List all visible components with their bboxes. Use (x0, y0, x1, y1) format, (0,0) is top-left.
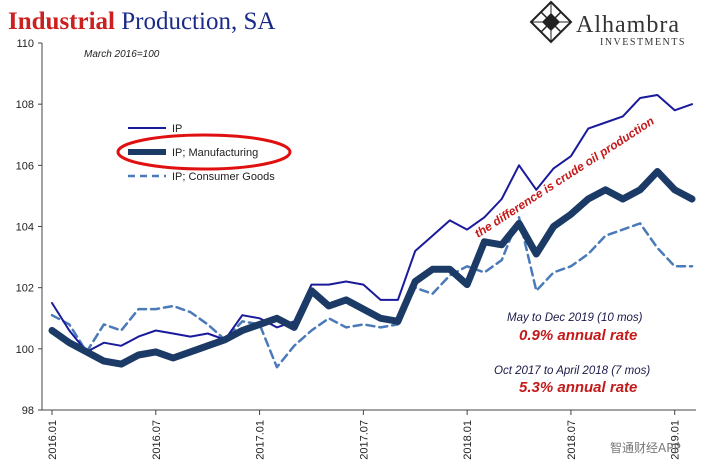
y-axis-ticks: 98 100 102 104 106 108 110 (16, 38, 42, 417)
x-tick-label: 2018.01 (462, 420, 474, 460)
annotation-period1-label: May to Dec 2019 (10 mos) (507, 312, 643, 324)
x-tick-label: 2018.07 (566, 420, 578, 460)
series-line-manufacturing (48, 168, 696, 368)
logo-sub: INVESTMENTS (600, 37, 686, 48)
y-tick-label: 108 (16, 99, 34, 111)
legend-label-manufacturing: IP; Manufacturing (172, 147, 258, 159)
legend-label-consumer-goods: IP; Consumer Goods (172, 171, 275, 183)
y-tick-label: 100 (16, 344, 34, 356)
x-tick-label: 2019.01 (670, 420, 682, 460)
x-tick-label: 2017.07 (358, 420, 370, 460)
y-tick-label: 110 (16, 38, 34, 50)
diamond-lattice-icon (529, 0, 573, 44)
x-axis-ticks: 2016.01 2016.07 2017.01 2017.07 2018.01 2018.… (47, 410, 682, 460)
annotation-period1-rate: 0.9% annual rate (519, 327, 637, 344)
annotation-period2-label: Oct 2017 to April 2018 (7 mos) (494, 365, 650, 377)
series-line-ip (51, 94, 693, 353)
alhambra-logo: Alhambra INVESTMENTS (529, 0, 686, 48)
y-tick-label: 104 (16, 222, 34, 234)
watermark: 智通财经APP (610, 440, 681, 455)
chart-subtitle: March 2016=100 (84, 49, 160, 60)
chart-title-blue: Production, SA (115, 8, 275, 35)
x-tick-label: 2016.01 (47, 420, 59, 460)
y-tick-label: 106 (16, 160, 34, 172)
annotation-period2-rate: 5.3% annual rate (519, 379, 637, 396)
series-line-consumer-goods (50, 216, 694, 369)
x-tick-label: 2017.01 (255, 420, 267, 460)
y-tick-label: 98 (22, 405, 34, 417)
legend-label-ip: IP (172, 123, 182, 135)
chart-title-red: Industrial (8, 8, 115, 35)
legend: IP IP; Manufacturing IP; Consumer Goods (116, 123, 292, 183)
y-tick-label: 102 (16, 283, 34, 295)
legend-highlight-circle (116, 133, 292, 171)
x-tick-label: 2016.07 (151, 420, 163, 460)
series-lines (48, 94, 696, 369)
logo-name: Alhambra (576, 12, 680, 38)
chart-title: Industrial Production, SA (8, 8, 275, 35)
